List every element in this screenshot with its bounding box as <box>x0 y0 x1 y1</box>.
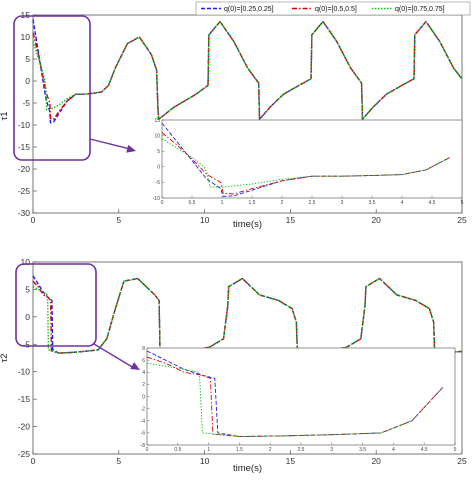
x-tick-label: 15 <box>286 456 296 466</box>
legend: q(0)=[0.25,0.25] q(0)=[0.5,0.5] q(0)=[0.… <box>195 1 471 16</box>
legend-label-1: q(0)=[0.25,0.25] <box>224 6 274 13</box>
inset-x-tick-label: 0 <box>146 447 149 453</box>
zoom-highlight-box <box>15 263 97 347</box>
inset-x-tick-label: 2 <box>281 200 284 206</box>
zoom-arrow-line <box>93 343 135 369</box>
x-tick-label: 15 <box>286 215 296 225</box>
x-tick-label: 0 <box>31 215 36 225</box>
inset-x-tick-label: 1.5 <box>249 200 256 206</box>
main-series-3 <box>32 277 463 354</box>
y-tick-label: 10 <box>21 32 31 42</box>
y-tick-label: -30 <box>18 208 31 218</box>
inset-x-tick-label: 3 <box>330 447 333 453</box>
x-tick-label: 10 <box>200 456 210 466</box>
inset-y-tick-label: 8 <box>142 346 145 352</box>
y-tick-label: -20 <box>18 422 31 432</box>
legend-box <box>195 1 471 16</box>
inset-x-tick-label: 1 <box>221 200 224 206</box>
inset-frame <box>161 119 463 199</box>
inset-x-tick-label: 4 <box>401 200 404 206</box>
inset-x-tick-label: 2.5 <box>298 447 305 453</box>
zoom-arrow-head <box>130 362 140 370</box>
inset-x-tick-label: 4 <box>392 447 395 453</box>
x-tick-label: 5 <box>116 215 121 225</box>
x-tick-label: 5 <box>116 456 121 466</box>
y-tick-label: 5 <box>25 54 30 64</box>
x-axis-label: time(s) <box>233 463 262 474</box>
zoom-highlight-box <box>13 15 91 161</box>
inset-x-tick-label: 4.5 <box>429 200 436 206</box>
y-tick-label: 15 <box>21 10 31 20</box>
inset-y-tick-label: 4 <box>142 370 145 376</box>
legend-label-3: q(0)=[0.75,0.75] <box>395 6 445 13</box>
inset-x-tick-label: 5 <box>454 447 457 453</box>
y-tick-label: -10 <box>18 120 31 130</box>
inset-y-tick-label: 6 <box>142 358 145 364</box>
zoom-arrow-line <box>89 138 131 150</box>
y-tick-label: 0 <box>25 312 30 322</box>
inset-y-tick-label: 10 <box>154 133 160 139</box>
x-tick-label: 25 <box>457 215 467 225</box>
inset-x-tick-label: 5 <box>461 200 464 206</box>
y-tick-label: -25 <box>18 186 31 196</box>
inset-x-tick-label: 0.5 <box>174 447 181 453</box>
inset-y-tick-label: 2 <box>142 382 145 388</box>
inset-y-tick-label: 15 <box>154 118 160 124</box>
inset-series-3 <box>146 362 444 437</box>
inset-y-tick-label: -5 <box>156 180 161 186</box>
x-tick-label: 10 <box>200 215 210 225</box>
inset-y-tick-label: -2 <box>141 406 146 412</box>
legend-label-2: q(0)=[0.5,0.5] <box>315 6 357 13</box>
main-series-3 <box>32 20 463 121</box>
inset-x-tick-label: 0 <box>161 200 164 206</box>
inset-series-1 <box>161 122 451 197</box>
x-tick-label: 20 <box>371 456 381 466</box>
x-tick-label: 0 <box>31 456 36 466</box>
inset-series-3 <box>161 138 451 188</box>
inset-series-2 <box>161 132 451 195</box>
x-tick-label: 20 <box>371 215 381 225</box>
inset-x-tick-label: 3.5 <box>359 447 366 453</box>
inset-x-tick-label: 3.5 <box>369 200 376 206</box>
inset-panel: -10 -5 0 5 10 15 0 0.5 1 1.5 2 2.5 3 3.5 4 4.5 5 <box>153 118 464 206</box>
inset-y-tick-label: 0 <box>157 165 160 171</box>
inset-frame <box>146 347 456 446</box>
y-tick-label: -5 <box>22 339 30 349</box>
y-tick-label: -15 <box>18 394 31 404</box>
y-tick-label: -20 <box>18 164 31 174</box>
inset-y-tick-label: 0 <box>142 394 145 400</box>
inset-x-tick-label: 1 <box>207 447 210 453</box>
inset-y-tick-label: -8 <box>141 443 146 449</box>
zoom-arrow-head <box>126 144 136 153</box>
inset-y-tick-label: -10 <box>153 196 160 202</box>
y-tick-label: -15 <box>18 142 31 152</box>
y-tick-label: -5 <box>22 98 30 108</box>
inset-x-tick-label: 2 <box>269 447 272 453</box>
y-tick-label: 10 <box>21 257 31 267</box>
inset-panel: -8 -6 -4 -2 0 2 4 6 8 0 0.5 1 1.5 2 2.5 3 3.5 4 4.5 5 <box>141 346 457 453</box>
inset-y-tick-label: 5 <box>157 149 160 155</box>
inset-x-tick-label: 4.5 <box>421 447 428 453</box>
y-axis-label: τ1 <box>0 111 10 120</box>
inset-x-tick-label: 1.5 <box>236 447 243 453</box>
y-tick-label: 0 <box>25 76 30 86</box>
main-series-1 <box>32 19 463 124</box>
inset-y-tick-label: -6 <box>141 431 146 437</box>
y-axis-label: τ2 <box>0 353 10 362</box>
x-axis-label: time(s) <box>233 219 262 230</box>
inset-x-tick-label: 3 <box>341 200 344 206</box>
inset-x-tick-label: 2.5 <box>309 200 316 206</box>
y-tick-label: 5 <box>25 284 30 294</box>
inset-x-tick-label: 0.5 <box>189 200 196 206</box>
inset-y-tick-label: -4 <box>141 419 146 425</box>
x-tick-label: 25 <box>457 456 467 466</box>
y-tick-label: -25 <box>18 449 31 459</box>
y-tick-label: -10 <box>18 367 31 377</box>
